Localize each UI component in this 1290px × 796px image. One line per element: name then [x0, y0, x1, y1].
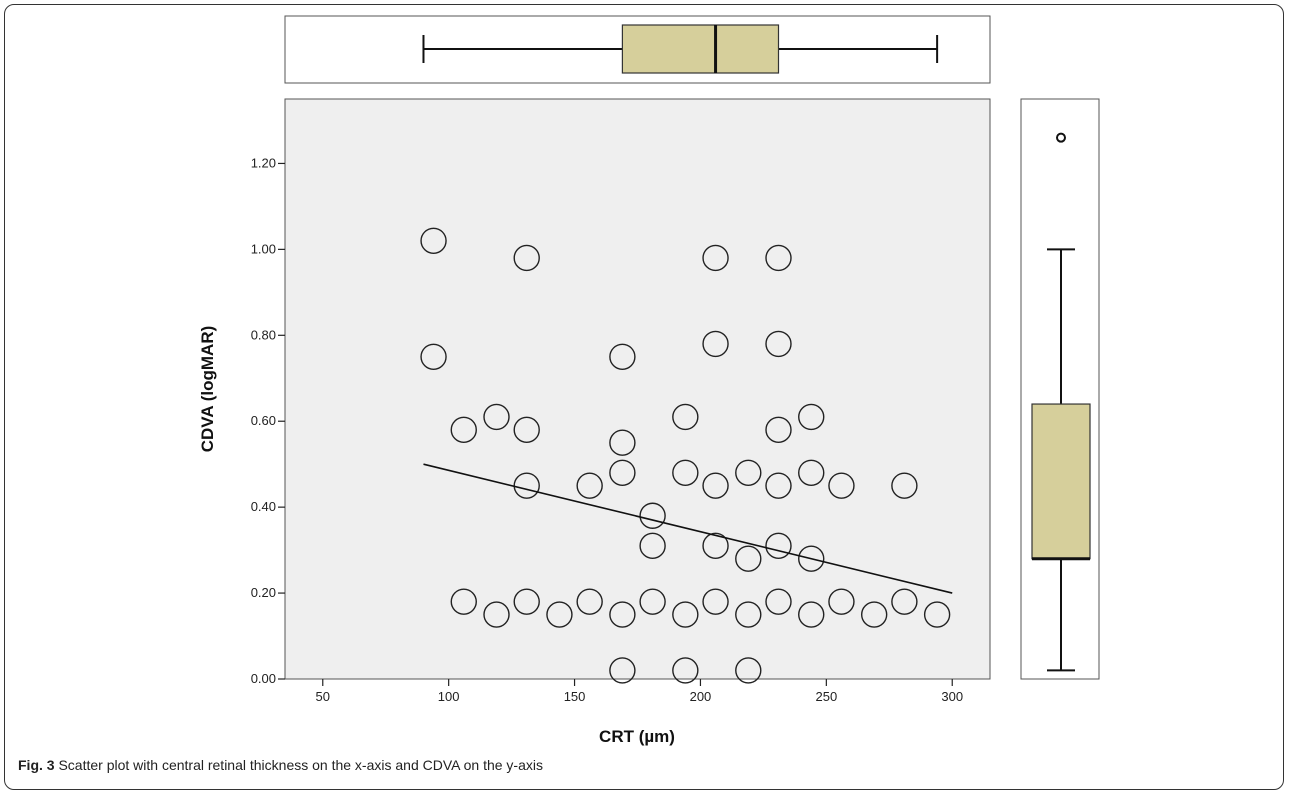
data-point — [798, 403, 825, 431]
data-point — [672, 657, 699, 684]
data-point — [891, 588, 918, 615]
y-tick-label: 1.00 — [251, 241, 276, 256]
data-point — [702, 472, 729, 499]
y-tick-label: 0.60 — [251, 413, 276, 428]
x-tick-label: 100 — [438, 689, 460, 704]
data-point — [735, 459, 762, 486]
caption-text: Scatter plot with central retinal thickn… — [58, 757, 543, 773]
data-point — [702, 244, 729, 272]
y-tick-label: 0.00 — [251, 671, 276, 686]
y-axis: 0.00 0.20 0.40 0.60 0.80 1.00 1.20 — [251, 155, 285, 686]
data-point — [609, 601, 636, 628]
data-point — [609, 657, 636, 684]
data-point — [828, 472, 855, 499]
x-box — [621, 24, 780, 74]
x-axis: 50 100 150 200 250 300 — [316, 679, 963, 704]
x-tick-label: 150 — [564, 689, 586, 704]
figure-frame — [4, 4, 1284, 790]
data-point — [576, 588, 603, 615]
data-point — [483, 601, 510, 628]
x-axis-title: CRT (µm) — [599, 727, 675, 746]
data-point — [765, 330, 792, 358]
data-point — [483, 403, 510, 431]
data-point — [702, 532, 729, 560]
data-point — [765, 244, 792, 272]
x-tick-label: 250 — [815, 689, 837, 704]
data-point — [828, 588, 855, 615]
data-point — [923, 601, 951, 628]
data-point — [765, 532, 792, 560]
data-point — [798, 545, 825, 572]
y-boxplot — [1031, 132, 1091, 672]
data-point — [609, 343, 636, 370]
fit-line — [423, 463, 953, 594]
x-tick-label: 200 — [690, 689, 712, 704]
data-point — [639, 588, 666, 615]
y-tick-label: 0.80 — [251, 327, 276, 342]
data-point — [420, 227, 447, 254]
data-point — [798, 601, 825, 628]
data-point — [513, 588, 540, 615]
data-point — [735, 657, 762, 684]
y-tick-label: 0.20 — [251, 585, 276, 600]
data-point — [765, 472, 792, 499]
plot-area — [284, 98, 991, 680]
regression-line — [423, 463, 953, 594]
data-point — [420, 343, 447, 370]
data-point — [765, 588, 792, 615]
scatter-points — [420, 227, 951, 684]
x-boxplot — [422, 24, 939, 74]
data-point — [672, 459, 699, 486]
figure-caption: Fig. 3 Scatter plot with central retinal… — [18, 757, 543, 773]
data-point — [765, 416, 792, 444]
data-point — [702, 330, 729, 358]
data-point — [450, 416, 477, 444]
data-point — [546, 601, 573, 628]
caption-label: Fig. 3 — [18, 757, 55, 773]
y-tick-label: 1.20 — [251, 155, 276, 170]
data-point — [609, 459, 636, 486]
y-axis-title: CDVA (logMAR) — [198, 326, 217, 453]
data-point — [702, 588, 729, 615]
data-point — [672, 403, 699, 431]
x-tick-label: 300 — [941, 689, 963, 704]
data-point — [735, 601, 762, 628]
y-box — [1031, 403, 1091, 560]
data-point — [860, 601, 888, 628]
data-point — [639, 532, 666, 560]
data-point — [672, 601, 699, 628]
data-point — [450, 588, 477, 615]
data-point — [576, 472, 603, 499]
data-point — [513, 416, 540, 444]
data-point — [513, 244, 540, 272]
y-box-outlier — [1056, 132, 1066, 143]
data-point — [798, 459, 825, 486]
x-tick-label: 50 — [316, 689, 330, 704]
data-point — [609, 429, 636, 456]
data-point — [735, 545, 762, 572]
y-tick-label: 0.40 — [251, 499, 276, 514]
data-point — [891, 472, 918, 499]
data-point — [639, 502, 666, 529]
